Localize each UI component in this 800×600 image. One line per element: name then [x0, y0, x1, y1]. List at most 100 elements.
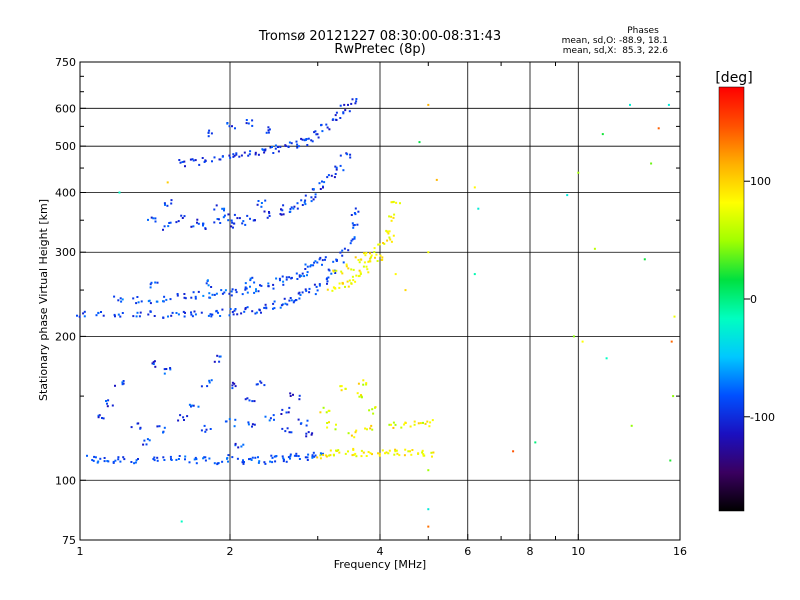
series-points — [326, 200, 401, 292]
data-point — [208, 381, 211, 384]
data-point — [327, 174, 330, 177]
data-point — [221, 308, 224, 311]
data-point — [76, 314, 78, 317]
data-point — [392, 216, 395, 219]
data-point — [266, 216, 269, 219]
data-point — [249, 285, 251, 288]
data-point — [360, 455, 363, 458]
data-point — [162, 456, 165, 459]
data-point — [359, 272, 362, 275]
data-point — [371, 453, 373, 456]
data-point — [385, 451, 388, 454]
data-point — [219, 222, 222, 224]
data-point — [101, 417, 103, 419]
colorbar-unit-label: [deg] — [715, 70, 752, 86]
data-point — [300, 422, 303, 425]
data-point — [371, 408, 374, 411]
data-point — [192, 159, 195, 162]
data-point — [256, 383, 259, 386]
data-point — [154, 220, 157, 223]
data-point — [316, 456, 319, 459]
data-point — [352, 449, 355, 451]
data-point — [355, 455, 358, 458]
data-point — [246, 214, 249, 217]
data-point — [326, 288, 329, 291]
data-point — [156, 456, 159, 459]
data-point — [306, 456, 309, 459]
data-point — [290, 206, 293, 209]
data-point — [241, 293, 244, 296]
data-point — [289, 208, 292, 210]
data-point — [288, 431, 291, 434]
data-point — [365, 252, 368, 254]
data-point — [293, 454, 296, 457]
data-point — [210, 132, 213, 135]
data-point — [147, 313, 150, 316]
data-point — [153, 459, 156, 462]
data-point — [388, 230, 391, 233]
data-point — [222, 216, 225, 219]
data-point — [344, 109, 347, 112]
data-point — [310, 200, 313, 203]
data-point — [235, 152, 238, 155]
data-point — [319, 454, 322, 457]
data-point — [417, 452, 420, 455]
data-point — [288, 141, 291, 144]
data-point — [250, 459, 253, 461]
data-point — [232, 313, 235, 316]
data-point — [311, 140, 314, 143]
data-point — [340, 385, 343, 388]
data-point — [97, 460, 100, 463]
data-point — [198, 163, 201, 166]
data-point — [335, 449, 337, 452]
data-point — [339, 251, 342, 254]
data-point — [96, 461, 99, 464]
data-point — [202, 224, 204, 227]
data-point — [117, 458, 120, 461]
data-point — [152, 217, 155, 220]
data-point — [170, 202, 173, 205]
data-point — [282, 283, 285, 286]
data-point — [303, 201, 306, 204]
data-point — [373, 247, 376, 250]
data-point — [91, 459, 94, 461]
data-point — [290, 277, 293, 280]
data-point — [183, 315, 186, 318]
data-point — [314, 130, 317, 133]
data-point — [213, 208, 216, 211]
data-point — [355, 274, 358, 277]
data-point — [231, 288, 234, 291]
data-point — [316, 261, 319, 264]
data-point — [271, 146, 273, 148]
data-point — [305, 289, 308, 292]
data-point — [390, 215, 393, 218]
data-point — [367, 260, 370, 263]
data-point — [512, 450, 515, 453]
data-point — [297, 145, 300, 148]
data-point — [328, 128, 331, 131]
data-point — [295, 272, 298, 275]
data-point — [308, 287, 311, 290]
data-point — [388, 449, 391, 452]
colorbar-ticks: 100 0 -100 — [744, 175, 775, 424]
data-point — [347, 267, 350, 270]
data-point — [156, 459, 159, 462]
data-point — [242, 462, 245, 465]
data-point — [163, 459, 166, 461]
data-point — [387, 452, 390, 455]
data-point — [206, 385, 209, 388]
data-point — [304, 263, 307, 266]
data-point — [352, 268, 355, 271]
data-point — [83, 310, 86, 313]
data-point — [326, 280, 329, 283]
data-point — [200, 311, 203, 314]
data-point — [177, 220, 180, 223]
data-point — [263, 306, 266, 309]
data-point — [335, 260, 338, 262]
data-point — [388, 423, 391, 426]
data-point — [407, 450, 410, 453]
data-point — [190, 296, 193, 299]
data-point — [100, 311, 102, 313]
data-point — [177, 419, 180, 422]
data-point — [149, 310, 152, 313]
